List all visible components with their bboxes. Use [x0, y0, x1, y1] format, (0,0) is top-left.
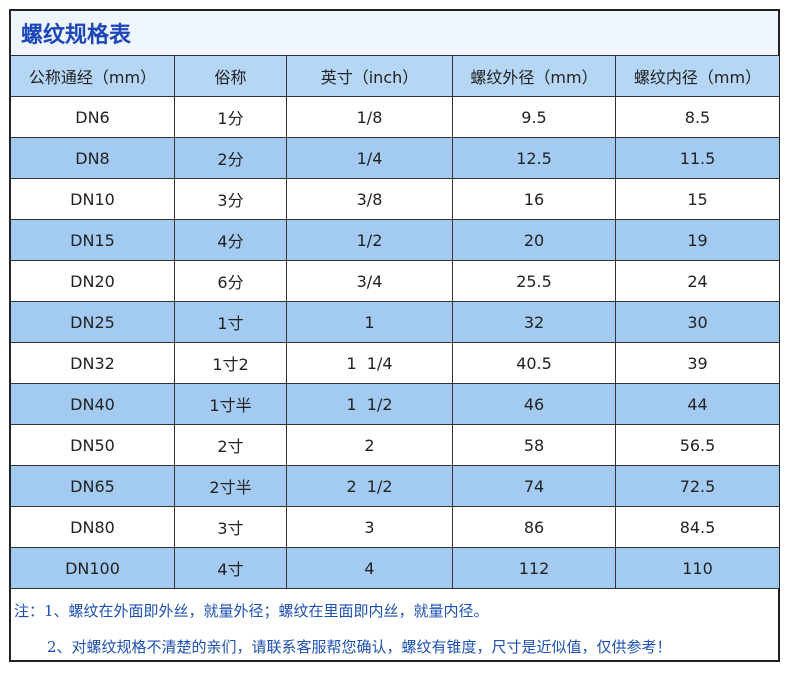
table-cell: 9.5 — [453, 97, 616, 138]
table-cell: 3/8 — [287, 179, 453, 220]
header-cell: 螺纹外径（mm） — [453, 56, 616, 97]
table-cell: DN100 — [11, 548, 175, 589]
table-cell: 3寸 — [175, 507, 287, 548]
table-cell: 3/4 — [287, 261, 453, 302]
table-cell: 44 — [616, 384, 779, 425]
note: 注：1、螺纹在外面即外丝，就量外径；螺纹在里面即内丝，就量内径。 — [14, 602, 489, 620]
table-cell: 56.5 — [616, 425, 779, 466]
header-cell: 英寸（inch） — [287, 56, 453, 97]
header-cell: 螺纹内径（mm） — [616, 56, 779, 97]
table-cell: 1 1/4 — [287, 343, 453, 384]
table-cell: 19 — [616, 220, 779, 261]
table-cell: DN80 — [11, 507, 175, 548]
header-cell: 公称通经（mm） — [11, 56, 175, 97]
note: 2、对螺纹规格不清楚的亲们，请联系客服帮您确认，螺纹有锥度，尺寸是近似值，仅供参… — [47, 638, 672, 656]
table-cell: 8.5 — [616, 97, 779, 138]
table-cell: 72.5 — [616, 466, 779, 507]
table-cell: DN6 — [11, 97, 175, 138]
table-cell: 86 — [453, 507, 616, 548]
table-cell: 4 — [287, 548, 453, 589]
table-frame — [9, 9, 780, 662]
table-cell: 1寸 — [175, 302, 287, 343]
table-cell: 25.5 — [453, 261, 616, 302]
table-cell: 1/4 — [287, 138, 453, 179]
table-cell: 4分 — [175, 220, 287, 261]
table-cell: DN32 — [11, 343, 175, 384]
table-cell: 4寸 — [175, 548, 287, 589]
table-cell: 39 — [616, 343, 779, 384]
table-cell: 2 — [287, 425, 453, 466]
table-cell: 3分 — [175, 179, 287, 220]
table-cell: 30 — [616, 302, 779, 343]
table-title: 螺纹规格表 — [11, 11, 778, 56]
header-cell: 俗称 — [175, 56, 287, 97]
table-cell: 32 — [453, 302, 616, 343]
table-cell: 12.5 — [453, 138, 616, 179]
table-cell: 3 — [287, 507, 453, 548]
table-cell: 40.5 — [453, 343, 616, 384]
table-cell: 11.5 — [616, 138, 779, 179]
table-cell: 1/2 — [287, 220, 453, 261]
table-cell: 1 1/2 — [287, 384, 453, 425]
table-cell: 15 — [616, 179, 779, 220]
table-cell: 6分 — [175, 261, 287, 302]
table-cell: 2 1/2 — [287, 466, 453, 507]
table-cell: DN8 — [11, 138, 175, 179]
table-cell: DN40 — [11, 384, 175, 425]
table-cell: 1寸2 — [175, 343, 287, 384]
table-cell: 46 — [453, 384, 616, 425]
table-cell: 1/8 — [287, 97, 453, 138]
table-cell: 24 — [616, 261, 779, 302]
table-cell: 58 — [453, 425, 616, 466]
table-cell: DN15 — [11, 220, 175, 261]
table-cell: 110 — [616, 548, 779, 589]
table-cell: 20 — [453, 220, 616, 261]
table-cell: 16 — [453, 179, 616, 220]
table-cell: 2寸半 — [175, 466, 287, 507]
table-cell: 74 — [453, 466, 616, 507]
table-cell: 1分 — [175, 97, 287, 138]
table-cell: DN25 — [11, 302, 175, 343]
table-cell: DN20 — [11, 261, 175, 302]
table-cell: DN65 — [11, 466, 175, 507]
table-cell: 1寸半 — [175, 384, 287, 425]
table-cell: 1 — [287, 302, 453, 343]
table-cell: 84.5 — [616, 507, 779, 548]
table-cell: 112 — [453, 548, 616, 589]
table-cell: DN10 — [11, 179, 175, 220]
table-cell: DN50 — [11, 425, 175, 466]
table-cell: 2分 — [175, 138, 287, 179]
table-cell: 2寸 — [175, 425, 287, 466]
